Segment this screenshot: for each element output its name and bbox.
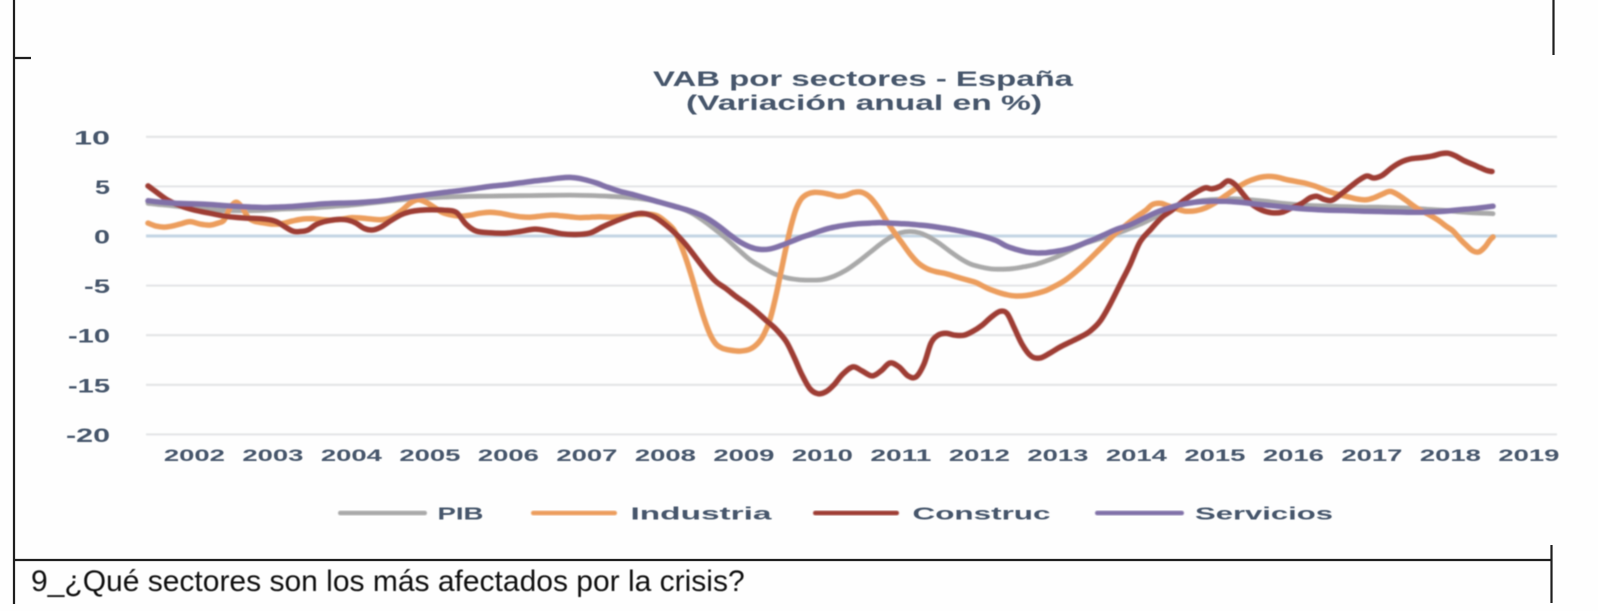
svg-text:2007: 2007 [556, 446, 617, 465]
svg-text:0: 0 [94, 227, 110, 249]
svg-text:2019: 2019 [1498, 446, 1559, 465]
svg-text:-20: -20 [66, 425, 110, 447]
svg-text:-15: -15 [68, 375, 110, 397]
svg-text:9_¿Qué sectores son los más af: 9_¿Qué sectores son los más afectados po… [31, 565, 745, 598]
svg-text:2012: 2012 [949, 446, 1010, 465]
svg-text:2011: 2011 [870, 446, 931, 465]
svg-text:2014: 2014 [1106, 446, 1168, 465]
svg-text:-5: -5 [84, 276, 110, 298]
svg-text:2006: 2006 [478, 446, 539, 465]
svg-text:5: 5 [95, 177, 110, 199]
svg-text:2003: 2003 [242, 446, 303, 465]
svg-text:PIB: PIB [438, 504, 484, 524]
svg-text:Industria: Industria [631, 504, 772, 524]
svg-text:-10: -10 [68, 326, 110, 348]
svg-text:(Variación anual en %): (Variación anual en %) [686, 91, 1042, 115]
svg-text:2002: 2002 [164, 446, 225, 465]
svg-text:Construc: Construc [913, 504, 1051, 524]
svg-text:2015: 2015 [1184, 446, 1245, 465]
svg-text:2009: 2009 [713, 446, 774, 465]
svg-text:2016: 2016 [1263, 446, 1324, 465]
svg-text:10: 10 [74, 127, 110, 149]
svg-text:2017: 2017 [1341, 446, 1402, 465]
svg-text:Servicios: Servicios [1195, 504, 1333, 524]
svg-text:2004: 2004 [321, 446, 383, 465]
svg-text:2005: 2005 [399, 446, 460, 465]
svg-text:2018: 2018 [1420, 446, 1481, 465]
svg-text:2013: 2013 [1027, 446, 1088, 465]
svg-text:2008: 2008 [635, 446, 696, 465]
svg-text:2010: 2010 [792, 446, 853, 465]
svg-text:VAB por sectores - España: VAB por sectores - España [653, 67, 1075, 91]
